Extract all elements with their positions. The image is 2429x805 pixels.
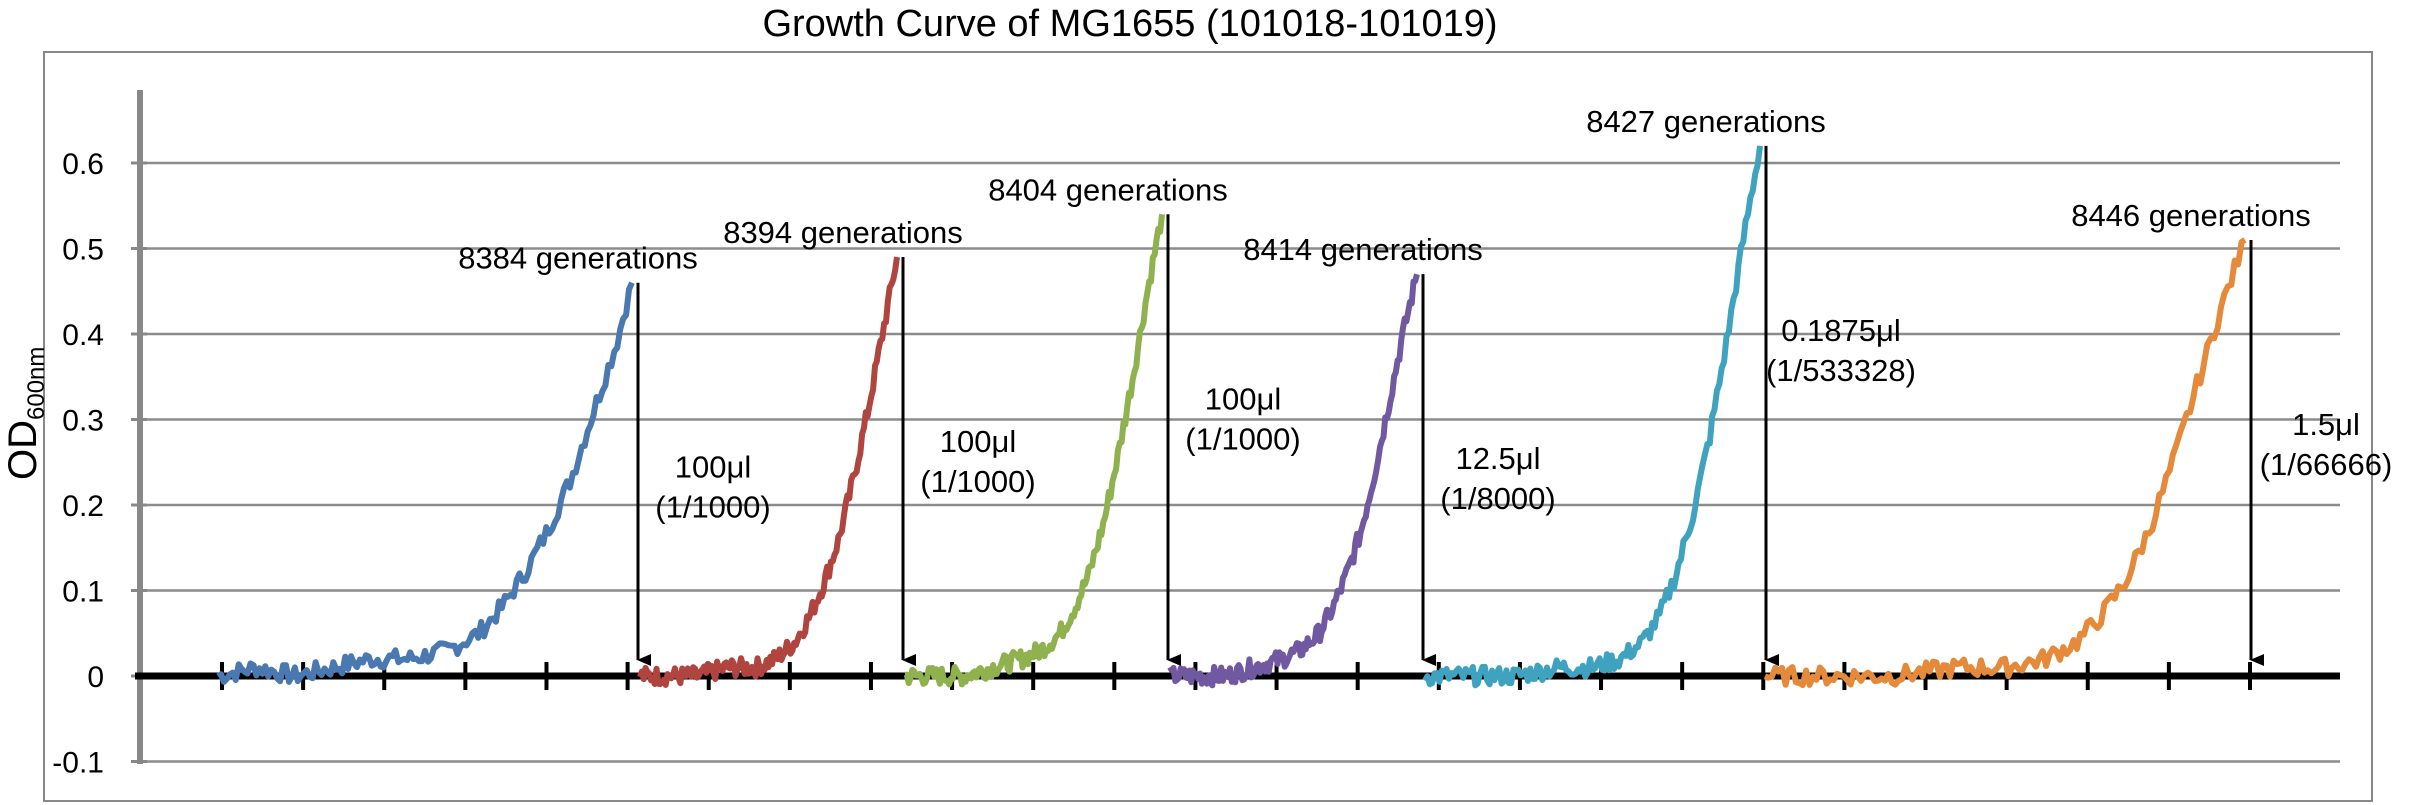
dilution-label: (1/8000) [1440,481,1555,516]
y-tick-label: -0.1 [52,747,104,780]
y-tick-label: 0.1 [62,576,104,609]
plot-area-border [43,51,2373,802]
series-line [1167,273,1420,689]
volume-label: 100μl [675,450,751,485]
y-axis-label: OD600nm [1,347,50,480]
y-tick-label: 0.4 [62,319,104,352]
dilution-label: (1/1000) [920,464,1035,499]
volume-label: 100μl [1205,381,1281,416]
series-line [1763,237,2247,689]
y-axis [131,90,147,764]
generation-label: 8394 generations [723,215,963,250]
series-line [903,213,1165,688]
generation-label: 8404 generations [988,172,1228,207]
series-line [637,256,900,688]
y-axis-label-main: OD [1,420,45,480]
volume-label: 1.5μl [2292,407,2360,442]
y-tick-label: 0.3 [62,405,104,438]
series-layer [216,145,2247,689]
dilution-label: (1/533328) [1766,353,1916,388]
volume-label: 0.1875μl [1781,313,1901,348]
y-tick-label: 0.6 [62,148,104,181]
annotation-layer: 8384 generations 100μl (1/1000) 8394 genera… [458,104,2393,666]
y-tick-label: 0.5 [62,234,104,267]
y-tick-label: 0 [87,661,104,694]
chart-title: Growth Curve of MG1655 (101018-101019) [762,3,1497,45]
generation-label: 8446 generations [2071,198,2311,233]
generation-label: 8427 generations [1586,104,1826,139]
dilution-label: (1/66666) [2260,447,2393,482]
volume-label: 12.5μl [1455,441,1540,476]
dilution-label: (1/1000) [1185,421,1300,456]
gridlines [145,161,2340,763]
series-line [216,281,635,685]
y-tick-labels: 0.6 0.5 0.4 0.3 0.2 0.1 0 -0.1 [52,148,104,780]
volume-label: 100μl [940,424,1016,459]
generation-label: 8384 generations [458,241,698,276]
series-line [1422,145,1763,689]
y-axis-label-sub: 600nm [23,347,50,420]
generation-label: 8414 generations [1243,232,1483,267]
dilution-label: (1/1000) [655,490,770,525]
y-tick-label: 0.2 [62,490,104,523]
